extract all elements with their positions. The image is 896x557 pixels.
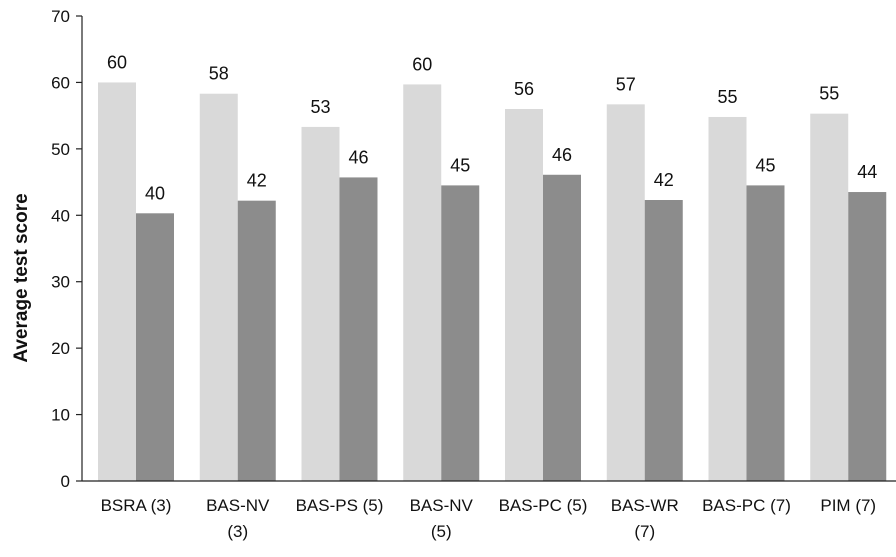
bar-series2-5 — [543, 174, 581, 481]
bar-series1-5 — [505, 109, 543, 481]
data-label-series1-2: 58 — [209, 64, 229, 84]
y-tick-label-20: 20 — [51, 339, 70, 358]
data-label-series2-3: 46 — [348, 147, 368, 167]
data-label-series2-4: 45 — [450, 155, 470, 175]
data-label-series2-2: 42 — [247, 171, 267, 191]
y-tick-label-40: 40 — [51, 206, 70, 225]
x-tick-label-3: BAS-PS (5) — [296, 496, 384, 515]
bar-series2-6 — [644, 200, 683, 481]
x-tick-label-8: PIM (7) — [820, 496, 876, 515]
bar-series2-3 — [339, 177, 378, 481]
bar-series1-1 — [98, 82, 136, 481]
data-label-series2-5: 46 — [552, 145, 572, 165]
bar-series1-8 — [810, 113, 849, 482]
bars-group: 60 40 58 42 53 46 60 45 56 46 57 42 55 45 55 44 — [98, 52, 887, 482]
data-label-series1-4: 60 — [412, 54, 432, 74]
y-tick-label-70: 70 — [51, 7, 70, 26]
data-label-series1-8: 55 — [819, 84, 839, 104]
y-tick-label-30: 30 — [51, 273, 70, 292]
axes-group: BSRA (3) BAS-NV (3) BAS-PS (5) BAS-NV (5) BAS-… — [51, 7, 896, 541]
data-label-series1-7: 55 — [717, 87, 737, 107]
data-label-series2-1: 40 — [145, 183, 165, 203]
x-tick-label-4-line2: (5) — [431, 522, 452, 541]
data-label-series1-3: 53 — [310, 97, 330, 117]
x-tick-label-6-line1: BAS-WR — [611, 496, 679, 515]
bar-series1-6 — [606, 104, 645, 481]
data-label-series2-6: 42 — [654, 170, 674, 190]
data-label-series2-8: 44 — [857, 162, 877, 182]
bar-series1-2 — [199, 93, 238, 481]
x-tick-label-7: BAS-PC (7) — [702, 496, 791, 515]
bar-series1-4 — [403, 84, 442, 482]
data-label-series2-7: 45 — [755, 155, 775, 175]
bar-series2-7 — [746, 185, 785, 481]
bar-series2-2 — [237, 200, 276, 481]
y-tick-label-10: 10 — [51, 406, 70, 425]
bar-series2-8 — [848, 192, 887, 482]
bar-series1-3 — [301, 126, 340, 481]
data-label-series1-1: 60 — [107, 52, 127, 72]
x-tick-label-2-line2: (3) — [227, 522, 248, 541]
x-tick-label-2-line1: BAS-NV — [206, 496, 270, 515]
x-tick-label-5: BAS-PC (5) — [499, 496, 588, 515]
y-tick-label-50: 50 — [51, 140, 70, 159]
data-label-series1-5: 56 — [514, 79, 534, 99]
y-tick-label-60: 60 — [51, 73, 70, 92]
bar-series2-4 — [441, 185, 480, 481]
x-tick-label-1: BSRA (3) — [101, 496, 172, 515]
x-tick-label-4-line1: BAS-NV — [410, 496, 474, 515]
bar-series2-1 — [136, 213, 174, 482]
y-tick-label-0: 0 — [61, 472, 70, 491]
data-label-series1-6: 57 — [616, 74, 636, 94]
bar-series1-7 — [708, 116, 747, 481]
y-axis-label: Average test score — [11, 193, 32, 362]
x-tick-label-6-line2: (7) — [634, 522, 655, 541]
